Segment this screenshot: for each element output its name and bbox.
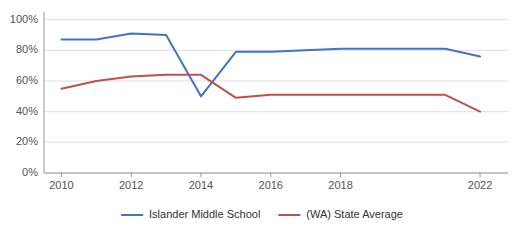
y-axis-line bbox=[44, 12, 45, 173]
y-tick-label: 60% bbox=[16, 74, 38, 86]
chart: 0%20%40%60%80%100%2010201220142016201820… bbox=[0, 0, 524, 229]
legend: Islander Middle School (WA) State Average bbox=[121, 208, 403, 220]
grid-line bbox=[44, 111, 508, 112]
x-tick bbox=[131, 173, 132, 177]
plot-area bbox=[61, 33, 480, 111]
x-tick-label: 2016 bbox=[259, 179, 283, 191]
legend-item: Islander Middle School bbox=[121, 208, 260, 220]
y-tick-label: 80% bbox=[16, 43, 38, 55]
series-line bbox=[61, 33, 480, 96]
y-tick-label: 20% bbox=[16, 135, 38, 147]
x-tick-labels: 2010 2012 2014 2016 2018 2022 bbox=[49, 173, 492, 191]
y-tick-label: 0% bbox=[22, 166, 38, 178]
x-tick-label: 2014 bbox=[189, 179, 213, 191]
x-tick-label: 2012 bbox=[119, 179, 143, 191]
x-tick bbox=[340, 173, 341, 177]
grid bbox=[44, 20, 508, 173]
x-tick-label: 2022 bbox=[468, 179, 492, 191]
grid-line bbox=[44, 81, 508, 82]
grid-line bbox=[44, 142, 508, 143]
y-tick-label: 40% bbox=[16, 105, 38, 117]
x-axis-line bbox=[44, 173, 508, 174]
grid-line bbox=[44, 173, 508, 174]
legend-label: Islander Middle School bbox=[149, 208, 260, 220]
chart-container: 0%20%40%60%80%100%2010201220142016201820… bbox=[0, 0, 524, 229]
grid-line bbox=[44, 19, 508, 20]
x-tick bbox=[480, 173, 481, 177]
y-tick-label: 100% bbox=[10, 13, 38, 25]
series-line bbox=[61, 75, 480, 112]
x-tick bbox=[61, 173, 62, 177]
x-tick bbox=[200, 173, 201, 177]
x-tick-label: 2018 bbox=[328, 179, 352, 191]
y-tick-labels: 0% 20% 40% 60% 80% 100% bbox=[10, 13, 38, 178]
legend-swatch bbox=[121, 214, 143, 216]
x-tick bbox=[270, 173, 271, 177]
legend-swatch bbox=[278, 214, 300, 216]
x-tick-label: 2010 bbox=[49, 179, 73, 191]
legend-label: (WA) State Average bbox=[306, 208, 403, 220]
legend-item: (WA) State Average bbox=[278, 208, 403, 220]
